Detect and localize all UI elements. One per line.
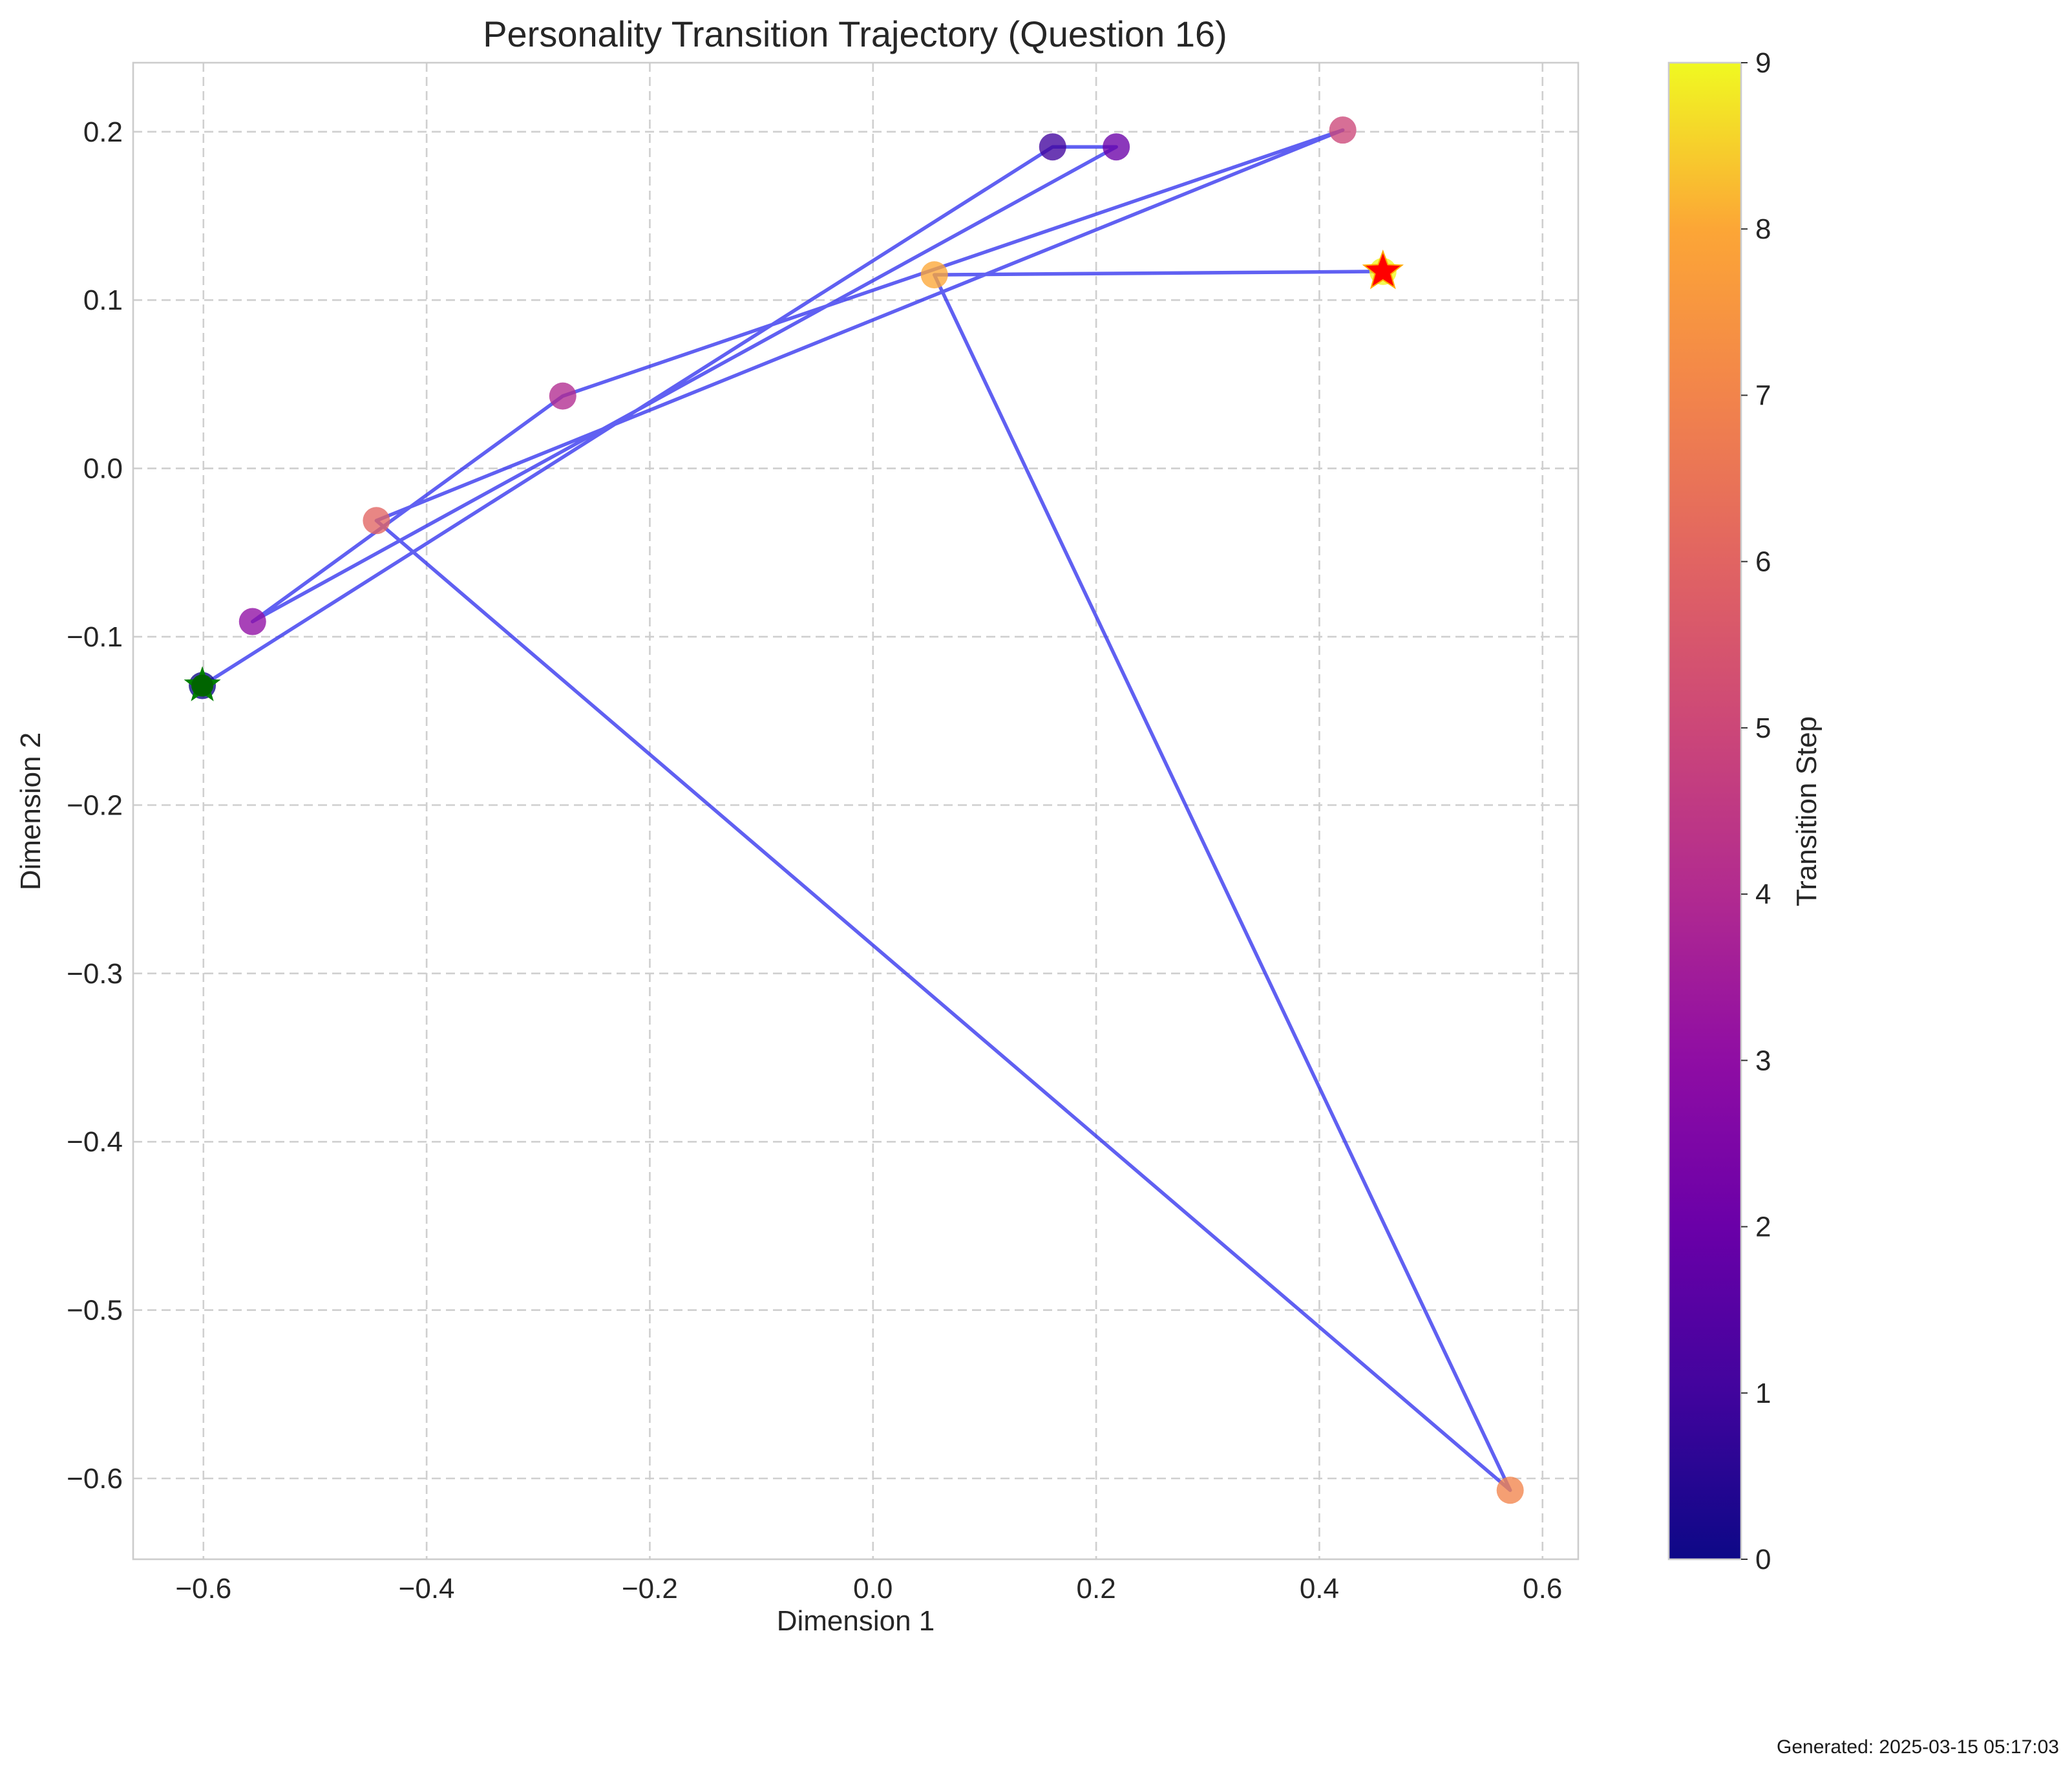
- colorbar-tick-label: 8: [1755, 213, 1771, 245]
- colorbar-tick-label: 5: [1755, 712, 1771, 744]
- colorbar-tick-label: 7: [1755, 379, 1771, 411]
- trajectory-point: [363, 507, 390, 535]
- trajectory-point: [238, 608, 266, 635]
- start-dot-marker: [191, 674, 214, 697]
- colorbar-tick-label: 0: [1755, 1544, 1771, 1575]
- colorbar-tick-label: 2: [1755, 1211, 1771, 1243]
- trajectory-points: [189, 116, 1524, 1504]
- chart-title: Personality Transition Trajectory (Quest…: [483, 14, 1227, 54]
- end-star-marker: [1362, 250, 1404, 290]
- x-axis-label: Dimension 1: [777, 1605, 935, 1637]
- trajectory-point: [920, 261, 948, 289]
- trajectory-point: [1103, 133, 1130, 161]
- x-tick-label: −0.4: [399, 1573, 455, 1605]
- y-axis-ticks: −0.6 −0.5 −0.4 −0.3 −0.2 −0.1 0.0 0.1 0.2: [67, 116, 123, 1495]
- colorbar: 0 1 2 3 4 5 6 7 8 9 Transition Step: [1667, 47, 1823, 1575]
- x-tick-label: −0.2: [622, 1573, 678, 1605]
- x-tick-label: 0.0: [853, 1573, 893, 1605]
- x-tick-label: 0.4: [1300, 1573, 1339, 1605]
- y-tick-label: −0.2: [67, 789, 123, 821]
- generated-timestamp: Generated: 2025-03-15 05:17:03: [1777, 1736, 2059, 1758]
- colorbar-tick-label: 6: [1755, 546, 1771, 578]
- x-axis-ticks: −0.6 −0.4 −0.2 0.0 0.2 0.4 0.6: [175, 1573, 1562, 1605]
- colorbar-tick-label: 3: [1755, 1045, 1771, 1076]
- y-tick-label: 0.2: [83, 116, 123, 148]
- trajectory-point: [549, 382, 576, 410]
- x-tick-label: −0.6: [175, 1573, 231, 1605]
- trajectory-point: [1039, 133, 1066, 161]
- trajectory-point: [1496, 1477, 1524, 1504]
- y-axis-label: Dimension 2: [15, 732, 47, 891]
- colorbar-gradient: [1667, 61, 1742, 1561]
- colorbar-tick-label: 4: [1755, 879, 1771, 910]
- trajectory-point: [1329, 116, 1357, 144]
- grid: [133, 63, 1578, 1559]
- y-tick-label: −0.1: [67, 621, 123, 653]
- y-tick-label: −0.4: [67, 1126, 123, 1158]
- x-tick-label: 0.2: [1077, 1573, 1116, 1605]
- colorbar-tick-label: 9: [1755, 47, 1771, 79]
- y-tick-label: −0.3: [67, 958, 123, 990]
- trajectory-line: [201, 128, 1512, 1492]
- x-tick-label: 0.6: [1523, 1573, 1562, 1605]
- y-tick-label: −0.5: [67, 1295, 123, 1327]
- plot-area: −0.6 −0.4 −0.2 0.0 0.2 0.4 0.6 −0.6−0.5−0.4−0.…: [67, 61, 1580, 1605]
- colorbar-ticks: 0 1 2 3 4 5 6 7 8 9: [1741, 47, 1771, 1575]
- colorbar-tick-label: 1: [1755, 1378, 1771, 1409]
- y-tick-label: 0.0: [83, 453, 123, 485]
- start-end-markers: [184, 250, 1404, 701]
- plot-frame: [132, 61, 1580, 1561]
- y-tick-label: 0.1: [83, 284, 123, 316]
- colorbar-label: Transition Step: [1791, 716, 1823, 906]
- y-tick-label: −0.6: [67, 1463, 123, 1495]
